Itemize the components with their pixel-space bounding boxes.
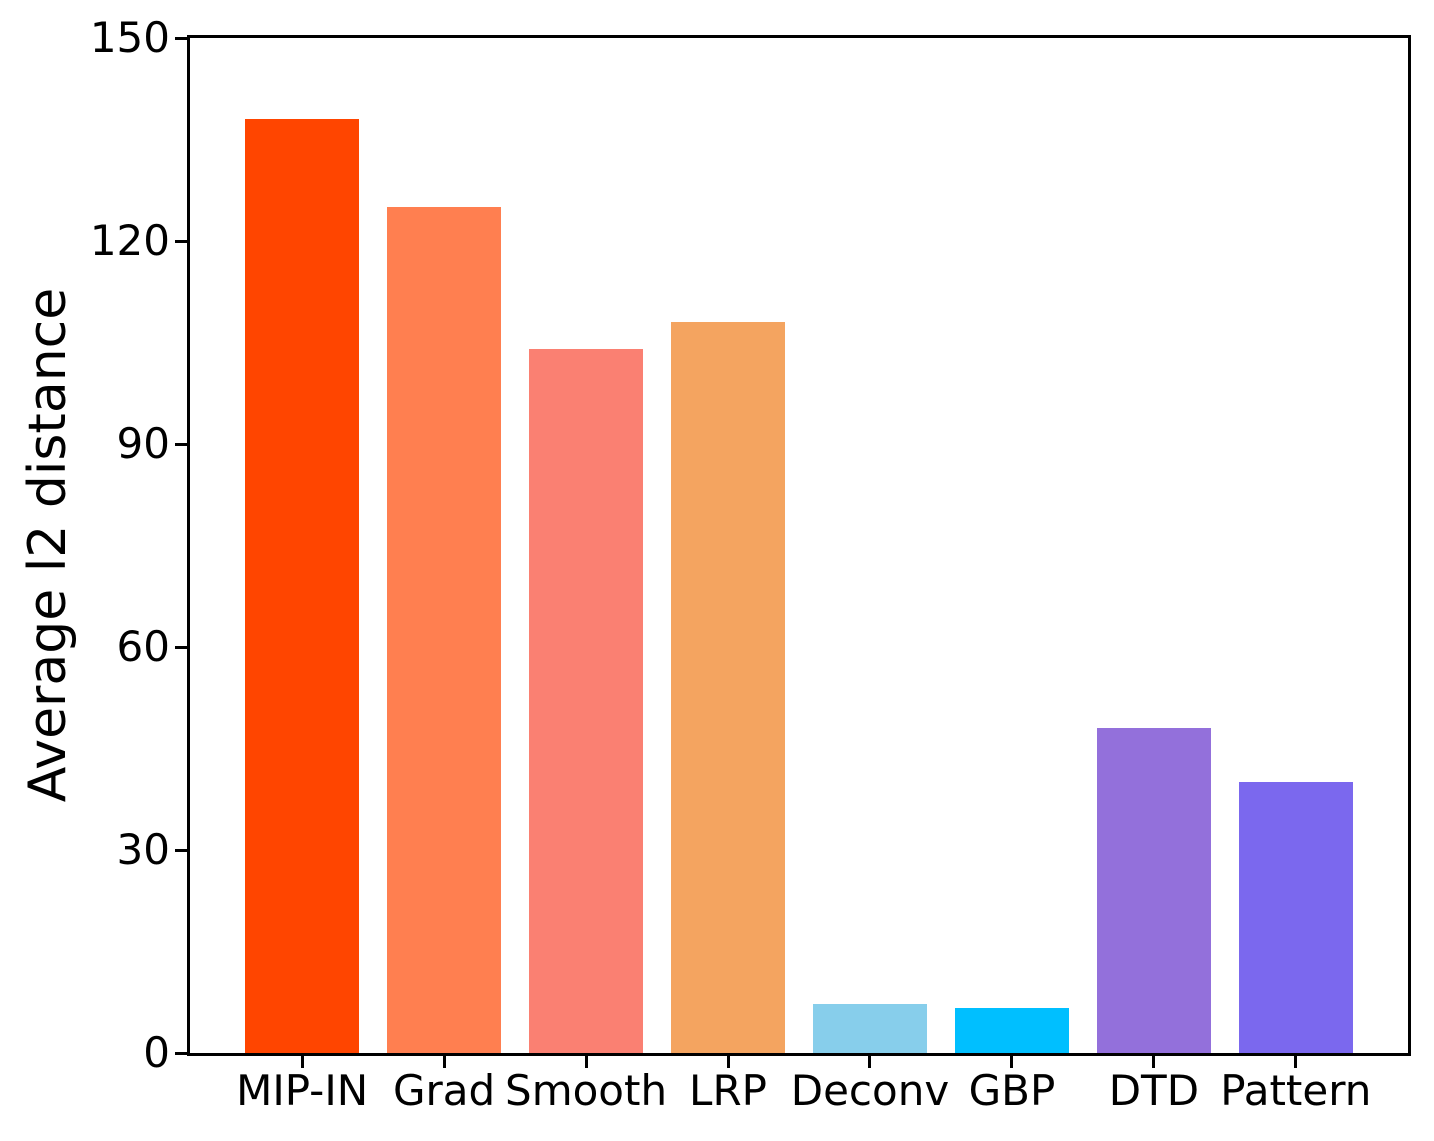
plot-area bbox=[187, 35, 1411, 1056]
y-tick-label: 60 bbox=[116, 622, 170, 671]
x-tick-mark bbox=[584, 1056, 588, 1068]
x-tick-label: DTD bbox=[1108, 1066, 1200, 1115]
x-tick-mark bbox=[442, 1056, 446, 1068]
y-axis-label: Average l2 distance bbox=[18, 287, 78, 803]
x-tick-label: Smooth bbox=[505, 1066, 668, 1115]
y-tick-label: 90 bbox=[116, 419, 170, 468]
y-tick-label: 120 bbox=[89, 216, 170, 265]
bar-grad bbox=[387, 207, 501, 1053]
bar-deconv bbox=[813, 1004, 927, 1053]
y-tick-mark bbox=[175, 442, 187, 446]
y-tick-label: 150 bbox=[89, 13, 170, 62]
x-tick-label: Grad bbox=[392, 1066, 496, 1115]
y-tick-label: 0 bbox=[143, 1028, 170, 1077]
bar-dtd bbox=[1097, 728, 1211, 1053]
bar-smooth bbox=[529, 349, 643, 1053]
bar-lrp bbox=[671, 322, 785, 1053]
x-tick-mark bbox=[868, 1056, 872, 1068]
bar-mip-in bbox=[245, 119, 359, 1053]
y-tick-mark bbox=[175, 239, 187, 243]
y-tick-mark bbox=[175, 1051, 187, 1055]
x-tick-mark bbox=[1152, 1056, 1156, 1068]
x-tick-mark bbox=[726, 1056, 730, 1068]
x-tick-mark bbox=[1010, 1056, 1014, 1068]
x-tick-mark bbox=[300, 1056, 304, 1068]
x-tick-label: Pattern bbox=[1220, 1066, 1372, 1115]
x-tick-label: GBP bbox=[968, 1066, 1056, 1115]
bar-pattern bbox=[1239, 782, 1353, 1053]
bar-gbp bbox=[955, 1008, 1069, 1053]
x-tick-label: MIP-IN bbox=[236, 1066, 369, 1115]
y-tick-label: 30 bbox=[116, 825, 170, 874]
y-tick-mark bbox=[175, 36, 187, 40]
x-tick-label: LRP bbox=[689, 1066, 767, 1115]
y-tick-mark bbox=[175, 848, 187, 852]
x-tick-label: Deconv bbox=[790, 1066, 950, 1115]
x-tick-mark bbox=[1294, 1056, 1298, 1068]
y-tick-mark bbox=[175, 645, 187, 649]
